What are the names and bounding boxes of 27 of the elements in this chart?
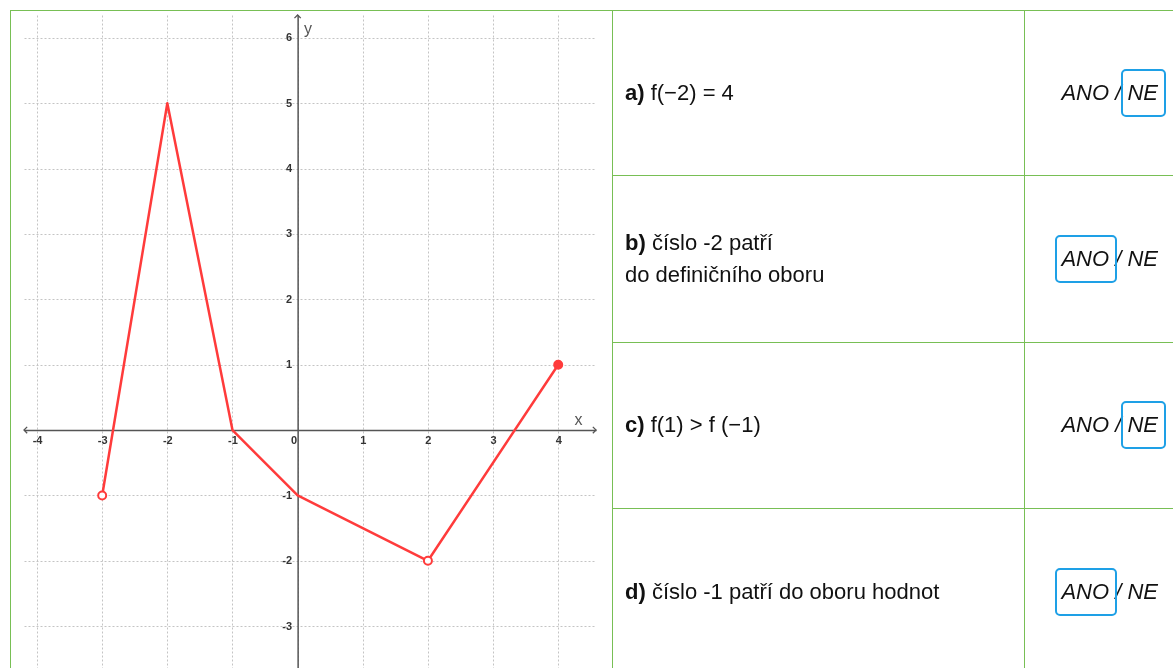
y-axis-title: y bbox=[304, 19, 313, 37]
y-tick-label: 2 bbox=[286, 292, 293, 305]
x-tick-label: 2 bbox=[425, 433, 432, 446]
x-tick-label: -2 bbox=[162, 433, 173, 446]
text: c) f(1) > f (−1) bbox=[625, 411, 761, 440]
x-tick-label: 0 bbox=[291, 433, 298, 446]
y-tick-label: 6 bbox=[286, 31, 293, 44]
y-tick-label: -3 bbox=[282, 619, 293, 632]
x-tick-label: -1 bbox=[228, 433, 238, 446]
text: a) f(−2) = 4 bbox=[625, 78, 734, 107]
text: b) číslo -2 patří do definičního oboru bbox=[625, 228, 825, 289]
y-tick-label: -2 bbox=[282, 554, 293, 567]
x-tick-label: -3 bbox=[97, 433, 108, 446]
y-tick-label: 1 bbox=[286, 358, 293, 371]
point bbox=[553, 359, 564, 370]
y-tick-label: -1 bbox=[282, 488, 293, 501]
x-tick-label: 4 bbox=[555, 433, 563, 446]
text: d) číslo -1 patří do oboru hodnot bbox=[625, 577, 940, 606]
x-axis-title: x bbox=[574, 410, 583, 428]
point bbox=[422, 555, 433, 566]
y-tick-label: 4 bbox=[286, 162, 293, 175]
x-tick-label: 1 bbox=[360, 433, 367, 446]
x-tick-label: 3 bbox=[490, 433, 497, 446]
y-tick-label: 3 bbox=[286, 227, 293, 240]
y-tick-label: 5 bbox=[286, 96, 293, 109]
x-tick-label: -4 bbox=[32, 433, 44, 446]
point bbox=[97, 490, 108, 501]
